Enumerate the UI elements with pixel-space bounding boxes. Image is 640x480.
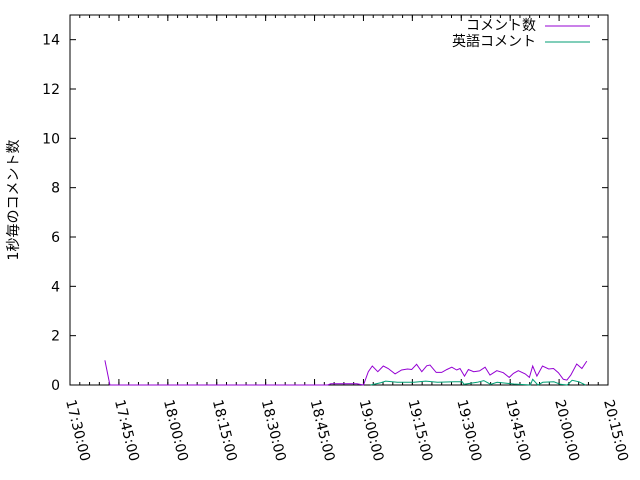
x-tick-label: 19:45:00 (502, 398, 533, 463)
y-tick-label: 10 (42, 131, 60, 147)
y-tick-label: 6 (51, 230, 60, 246)
y-tick-label: 2 (51, 329, 60, 345)
x-tick-label: 18:30:00 (258, 398, 289, 463)
axis-ticks: 0 2 4 6 8 10 12 14 17:30:00 17:45:00 18:00:00 18:15… (42, 15, 631, 463)
x-tick-label: 19:15:00 (404, 398, 435, 463)
x-tick-label: 17:45:00 (111, 398, 142, 463)
x-tick-label: 18:00:00 (160, 398, 191, 463)
x-tick-label: 19:30:00 (453, 398, 484, 463)
y-tick-label: 0 (51, 378, 60, 394)
series-line-1 (370, 378, 586, 386)
x-tick-label: 17:30:00 (62, 398, 93, 463)
x-tick-label: 20:00:00 (551, 398, 582, 463)
y-tick-label: 12 (42, 82, 60, 98)
x-tick-label: 19:00:00 (356, 398, 387, 463)
legend: コメント数 英語コメント (452, 18, 590, 50)
y-tick-label: 14 (42, 33, 60, 49)
y-tick-label: 4 (51, 279, 60, 295)
plot-frame (69, 14, 609, 386)
legend-label-1: 英語コメント (452, 33, 536, 50)
x-tick-label: 20:15:00 (600, 398, 631, 463)
x-tick-label: 18:45:00 (307, 398, 338, 463)
y-axis-label: 1秒毎のコメント数 (6, 140, 22, 261)
legend-label-0: コメント数 (466, 18, 536, 34)
y-tick-label: 8 (51, 181, 60, 197)
series-lines (104, 360, 588, 386)
x-tick-label: 18:15:00 (209, 398, 240, 463)
series-line-0 (104, 360, 588, 386)
